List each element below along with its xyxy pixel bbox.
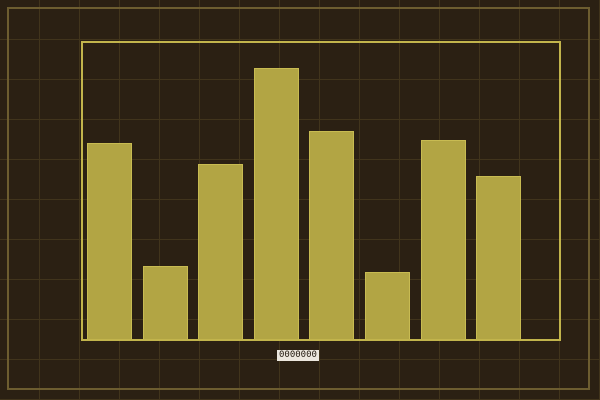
bar-5 xyxy=(309,131,354,341)
bar-6 xyxy=(365,272,410,341)
bar-chart-plot-area xyxy=(81,41,561,341)
chart-footer-label: 0000000 xyxy=(277,350,319,361)
bar-8 xyxy=(476,176,521,341)
bar-7 xyxy=(421,140,466,341)
bar-3 xyxy=(198,164,243,341)
bar-1 xyxy=(87,143,132,341)
bar-2 xyxy=(143,266,188,341)
bar-4 xyxy=(254,68,299,341)
